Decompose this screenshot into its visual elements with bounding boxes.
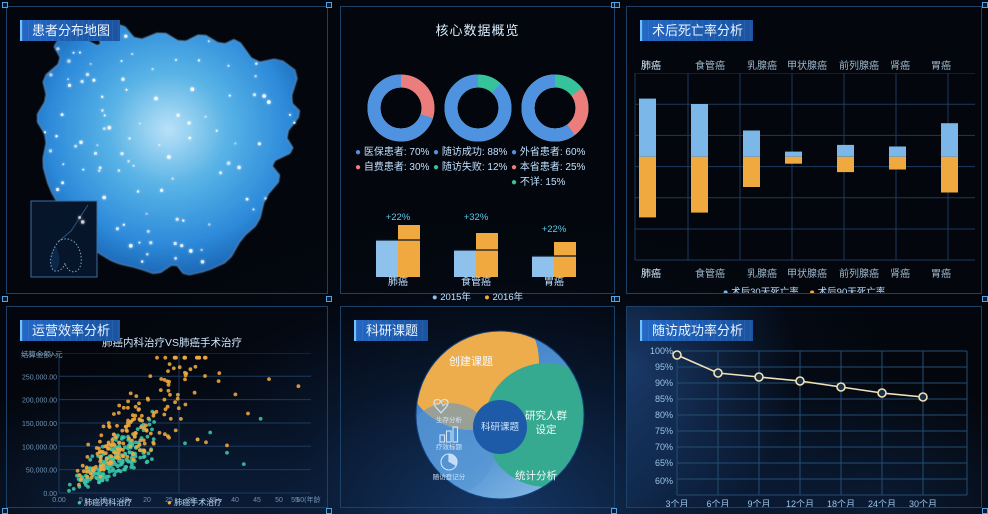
svg-text:90%: 90% [655, 378, 673, 388]
svg-text:设定: 设定 [536, 423, 557, 436]
svg-text:80%: 80% [655, 410, 673, 420]
svg-text:50,000.00: 50,000.00 [26, 468, 57, 475]
svg-text:50: 50 [275, 497, 283, 503]
svg-text:100%: 100% [650, 346, 673, 356]
svg-text:45: 45 [253, 497, 261, 503]
svg-text:100,000.00: 100,000.00 [22, 444, 57, 451]
svg-text:+22%: +22% [542, 224, 567, 235]
svg-text:3个月: 3个月 [665, 499, 688, 508]
svg-text:250,000.00: 250,000.00 [22, 374, 57, 381]
svg-text:创建课题: 创建课题 [449, 354, 493, 368]
svg-text:12个月: 12个月 [786, 499, 814, 508]
svg-text:24个月: 24个月 [868, 499, 896, 508]
svg-text:150,000.00: 150,000.00 [22, 421, 57, 428]
svg-text:85%: 85% [655, 394, 673, 404]
svg-text:20: 20 [143, 497, 151, 503]
svg-text:科研课题: 科研课题 [481, 421, 520, 433]
svg-text:70%: 70% [655, 442, 673, 452]
svg-text:随访登记分: 随访登记分 [433, 472, 466, 481]
svg-text:统计分析: 统计分析 [515, 469, 557, 482]
svg-text:0.00: 0.00 [52, 497, 66, 503]
svg-text:疗效标题: 疗效标题 [436, 442, 463, 451]
svg-text:30个月: 30个月 [909, 499, 937, 508]
svg-text:65%: 65% [655, 458, 673, 468]
svg-text:60(年龄)/ 岁: 60(年龄)/ 岁 [296, 495, 321, 503]
svg-text:300,000.00: 300,000.00 [22, 353, 57, 358]
svg-text:95%: 95% [655, 362, 673, 372]
svg-text:生存分析: 生存分析 [436, 415, 463, 424]
svg-text:40: 40 [231, 497, 239, 503]
svg-text:60%: 60% [655, 476, 673, 486]
svg-text:+32%: +32% [464, 212, 489, 223]
svg-text:18个月: 18个月 [827, 499, 855, 508]
svg-text:9个月: 9个月 [747, 499, 770, 508]
svg-text:研究人群: 研究人群 [525, 409, 567, 422]
svg-text:+22%: +22% [386, 212, 411, 223]
svg-text:200,000.00: 200,000.00 [22, 398, 57, 405]
svg-text:75%: 75% [655, 426, 673, 436]
svg-text:6个月: 6个月 [706, 499, 729, 508]
